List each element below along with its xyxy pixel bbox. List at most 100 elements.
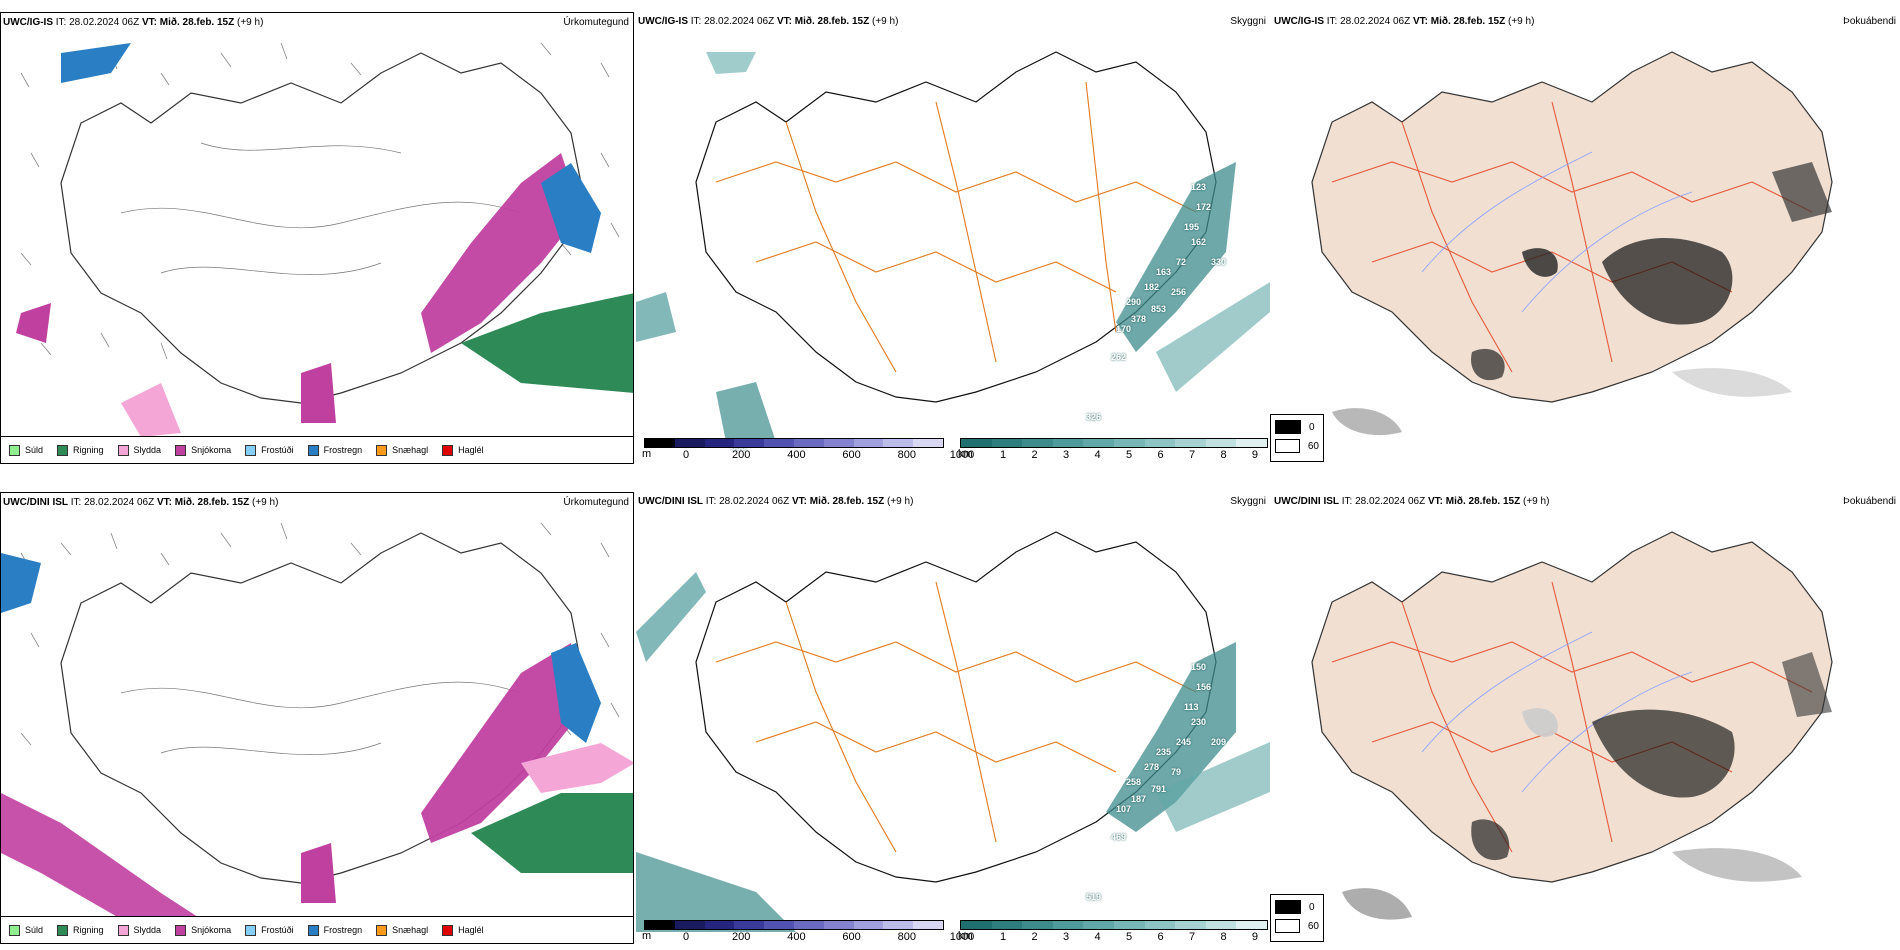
precip-legend-label: Slydda	[133, 445, 162, 455]
panel-header: UWC/DINI ISL IT: 28.02.2024 06Z VT: Mið.…	[1274, 496, 1550, 507]
visibility-colorbar-unit: km	[958, 448, 973, 460]
visibility-map-top	[636, 51, 1270, 442]
precip-legend-label: Snæhagl	[392, 925, 429, 935]
colorbar-segment	[1236, 439, 1267, 447]
panel-header: UWC/IG-IS IT: 28.02.2024 06Z VT: Mið. 28…	[1274, 16, 1535, 27]
height-colorbar-top: 0 200 400 600 800 1000 m	[642, 438, 974, 462]
colorbar-segment	[853, 439, 884, 447]
fog-panel-top: UWC/IG-IS IT: 28.02.2024 06Z VT: Mið. 28…	[1272, 12, 1900, 464]
colorbar-segment	[823, 921, 854, 929]
colorbar-segment	[1022, 439, 1053, 447]
colorbar-segment	[734, 921, 765, 929]
colorbar-tick-label: 0	[682, 449, 690, 461]
visibility-value-label: 156	[1196, 682, 1212, 692]
colorbar-tick-label: 1	[1000, 931, 1007, 943]
visibility-value-label: 107	[1116, 804, 1132, 814]
precip-legend-label: Snjókoma	[191, 445, 232, 455]
colorbar-segment	[913, 921, 943, 929]
panel-type-label: Þokuábendi	[1843, 496, 1896, 507]
visibility-value-label: 290	[1126, 297, 1142, 307]
colorbar-segment	[1144, 921, 1176, 929]
precip-legend-swatch	[376, 444, 388, 456]
panel-header: UWC/IG-IS IT: 28.02.2024 06Z VT: Mið. 28…	[3, 17, 264, 28]
fog-legend-max: 60	[1307, 920, 1319, 932]
precip-legend-label: Haglél	[458, 445, 484, 455]
visibility-value-label: 326	[1086, 412, 1102, 422]
colorbar-segment	[1113, 439, 1145, 447]
visibility-value-label: 258	[1126, 777, 1142, 787]
precip-legend-item: Haglél	[442, 444, 484, 456]
colorbar-tick-label: 6	[1157, 931, 1164, 943]
precip-legend-item: Snjókoma	[175, 924, 231, 936]
visibility-value-label: 262	[1111, 352, 1127, 362]
precip-legend-item: Frostúði	[245, 444, 294, 456]
colorbar-segment	[1205, 439, 1237, 447]
precip-legend-swatch	[117, 924, 129, 936]
colorbar-segment	[793, 439, 824, 447]
fog-map-top	[1311, 51, 1833, 436]
precip-legend-swatch	[442, 444, 454, 456]
colorbar-segment	[823, 439, 854, 447]
colorbar-segment	[1113, 921, 1145, 929]
colorbar-tick-label: 800	[897, 449, 916, 461]
visibility-colorbar-ticks: 12345678910	[960, 930, 1293, 944]
fog-legend-min: 0	[1309, 901, 1315, 913]
visibility-value-label: 853	[1151, 304, 1167, 314]
visibility-value-label: 230	[1191, 717, 1207, 727]
precip-legend-swatch	[117, 444, 129, 456]
visibility-colorbar-bar	[960, 438, 1268, 448]
precip-legend-swatch	[442, 924, 454, 936]
precip-legend-item: Haglél	[442, 924, 484, 936]
precip-legend-swatch	[57, 924, 69, 936]
panel-type-label: Skyggni	[1230, 16, 1266, 27]
colorbar-segment	[883, 921, 914, 929]
precip-legend-item: Slydda	[117, 924, 162, 936]
precip-legend-item: Snæhagl	[376, 444, 429, 456]
colorbar-segment	[734, 439, 765, 447]
colorbar-tick-label: 4	[1094, 931, 1101, 943]
colorbar-segment	[1144, 439, 1176, 447]
precip-legend-swatch	[175, 444, 187, 456]
precip-legend-swatch	[57, 444, 69, 456]
colorbar-segment	[853, 921, 884, 929]
colorbar-segment	[764, 439, 794, 447]
colorbar-tick-label: 5	[1125, 449, 1133, 461]
colorbar-tick-label: 4	[1094, 449, 1101, 461]
visibility-value-label: 256	[1171, 287, 1187, 297]
colorbar-segment	[1175, 921, 1206, 929]
visibility-colorbar-bottom: 12345678910 km	[958, 920, 1293, 944]
height-colorbar-bottom: 0 200 400 600 800 1000 m	[642, 920, 974, 944]
visibility-value-label: 150	[1191, 662, 1207, 672]
colorbar-tick-label: 1000	[949, 449, 975, 461]
precip-legend-item: Snjókoma	[175, 444, 232, 456]
visibility-colorbar-bar	[960, 920, 1268, 930]
colorbar-tick-label: 6	[1157, 449, 1164, 461]
colorbar-tick-label: 7	[1188, 931, 1196, 943]
fog-map-bottom	[1311, 531, 1833, 920]
colorbar-tick-label: 400	[787, 449, 806, 461]
colorbar-tick-label: 600	[842, 449, 861, 461]
precip-panel-bottom: UWC/DINI ISL IT: 28.02.2024 06Z VT: Mið.…	[0, 492, 634, 944]
precip-legend-label: Slydda	[133, 925, 162, 935]
precip-legend-swatch	[175, 924, 187, 936]
height-colorbar-bar	[644, 920, 944, 930]
visibility-value-label: 113	[1184, 702, 1199, 712]
precip-legend-label: Frostregn	[323, 925, 363, 935]
visibility-value-label: 330	[1211, 257, 1227, 267]
colorbar-segment	[991, 921, 1023, 929]
colorbar-tick-label: 8	[1220, 931, 1227, 943]
colorbar-segment	[1083, 921, 1114, 929]
panel-type-label: Úrkomutegund	[563, 17, 629, 28]
colorbar-tick-label: 1	[1000, 449, 1007, 461]
colorbar-segment	[1175, 439, 1206, 447]
visibility-colorbar-ticks: 12345678910	[960, 448, 1293, 462]
visibility-value-label: 791	[1151, 784, 1167, 794]
fog-legend-min: 0	[1309, 421, 1315, 433]
colorbar-segment	[645, 921, 675, 929]
precip-legend-label: Snæhagl	[392, 445, 429, 455]
precip-legend-label: Frostregn	[323, 445, 363, 455]
colorbar-segment	[883, 439, 914, 447]
fog-legend-bottom: 0 60	[1270, 894, 1324, 942]
precip-legend-label: Rigning	[73, 925, 104, 935]
colorbar-tick-label: 1000	[949, 931, 975, 943]
